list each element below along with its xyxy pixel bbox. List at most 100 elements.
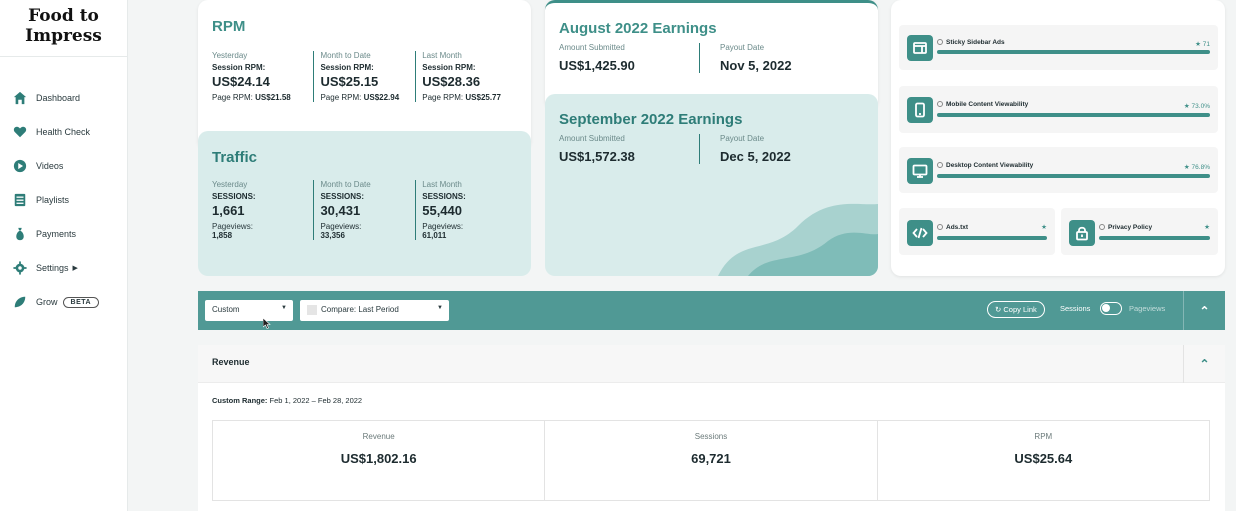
payout-date-label: Payout Date <box>720 43 765 52</box>
feature-name-label: Mobile Content Viewability <box>946 101 1029 108</box>
sub-label: Pageviews: <box>422 222 464 231</box>
rpm-card: RPM Yesterday Session RPM: US$24.14 Page… <box>198 0 531 150</box>
feature-ads-txt[interactable]: Ads.txt ★ <box>899 208 1055 255</box>
sub-value: US$22.94 <box>363 93 400 102</box>
amount-submitted: Amount Submitted US$1,425.90 <box>559 43 699 73</box>
brand-logo[interactable]: Food to Impress <box>0 0 127 57</box>
desktop-icon <box>907 158 933 184</box>
sidebar-item-health-check[interactable]: Health Check <box>0 115 127 149</box>
metric-value: 55,440 <box>422 203 462 218</box>
feature-sticky-sidebar-ads[interactable]: Sticky Sidebar Ads ★ 71 <box>899 25 1218 70</box>
period-label: Last Month <box>422 180 462 189</box>
metric-value: US$24.14 <box>212 74 270 89</box>
sessions-pageviews-toggle[interactable] <box>1100 302 1122 315</box>
feature-progress-bar <box>937 113 1210 117</box>
revenue-header[interactable]: Revenue ⌃ <box>198 345 1225 383</box>
caret-down-icon: ▼ <box>437 305 443 311</box>
traffic-columns: Yesterday SESSIONS: 1,661 Pageviews: 1,8… <box>212 180 517 240</box>
leaf-icon <box>12 294 28 310</box>
sidebar-item-playlists[interactable]: Playlists <box>0 183 127 217</box>
collapse-revenue-button[interactable]: ⌃ <box>1183 345 1225 383</box>
metric-value: US$25.64 <box>1014 451 1073 466</box>
decorative-wave <box>718 203 878 276</box>
custom-range-value: Feb 1, 2022 – Feb 28, 2022 <box>269 396 363 405</box>
feature-score: ★ 73.0% <box>1183 103 1210 110</box>
revenue-title: Revenue <box>212 357 250 367</box>
sub-value: 33,356 <box>320 231 345 240</box>
metric-label: Revenue <box>362 432 395 441</box>
play-icon <box>12 158 28 174</box>
amount-submitted: Amount Submitted US$1,572.38 <box>559 134 699 164</box>
feature-name-label: Ads.txt <box>946 224 969 231</box>
feature-privacy-policy[interactable]: Privacy Policy ★ <box>1061 208 1218 255</box>
metric-value: 30,431 <box>320 203 361 218</box>
sub-value: US$21.58 <box>255 93 291 102</box>
brand-line-1: Food to <box>28 6 99 26</box>
metric-revenue: Revenue US$1,802.16 <box>213 421 544 500</box>
gear-icon <box>12 260 28 276</box>
collapse-toolbar-button[interactable]: ⌃ <box>1183 291 1225 330</box>
sidebar-item-label: Grow <box>36 297 58 307</box>
september-earnings-card: September 2022 Earnings Amount Submitted… <box>545 94 878 276</box>
period-label: Month to Date <box>320 180 371 189</box>
rpm-title: RPM <box>212 18 246 35</box>
traffic-col-yesterday: Yesterday SESSIONS: 1,661 Pageviews: 1,8… <box>212 180 313 240</box>
sidebar-item-payments[interactable]: Payments <box>0 217 127 251</box>
period-label: Last Month <box>422 51 462 60</box>
compare-select[interactable]: Compare: Last Period ▼ <box>300 300 449 321</box>
chevron-up-icon: ⌃ <box>1199 303 1210 318</box>
traffic-col-month-to-date: Month to Date SESSIONS: 30,431 Pageviews… <box>313 180 415 240</box>
status-circle-icon <box>937 39 943 46</box>
brand-line-2: Impress <box>25 26 102 46</box>
rpm-col-month-to-date: Month to Date Session RPM: US$25.15 Page… <box>313 51 415 102</box>
chevron-right-icon: ▶ <box>72 265 78 272</box>
sidebar-item-label: Payments <box>36 229 77 239</box>
status-circle-icon <box>1099 224 1105 231</box>
august-earnings-card: August 2022 Earnings Amount Submitted US… <box>545 0 878 110</box>
sub-value: 1,858 <box>212 231 233 240</box>
feature-mobile-content-viewability[interactable]: Mobile Content Viewability ★ 73.0% <box>899 86 1218 133</box>
feature-desktop-content-viewability[interactable]: Desktop Content Viewability ★ 76.8% <box>899 147 1218 193</box>
sub-metric: Page RPM: US$22.94 <box>320 93 407 102</box>
sub-label: Pageviews: <box>320 222 362 231</box>
revenue-metrics: Revenue US$1,802.16 Sessions 69,721 RPM … <box>212 420 1210 501</box>
layout-icon <box>907 35 933 61</box>
link-icon: ↻ <box>995 305 1002 314</box>
money-bag-icon <box>12 226 28 242</box>
sidebar-item-videos[interactable]: Videos <box>0 149 127 183</box>
date-range-select[interactable]: Custom ▼ <box>205 300 293 321</box>
compare-value: Compare: Last Period <box>321 305 399 315</box>
status-circle-icon <box>937 224 943 231</box>
august-earnings-title: August 2022 Earnings <box>559 20 717 37</box>
sidebar-item-label: Playlists <box>36 195 70 205</box>
revenue-panel: Revenue ⌃ Custom Range: Feb 1, 2022 – Fe… <box>198 345 1225 511</box>
date-range-value: Custom <box>212 305 240 314</box>
metric-value: US$25.15 <box>320 74 379 89</box>
sidebar-item-dashboard[interactable]: Dashboard <box>0 81 127 115</box>
toggle-knob <box>1102 304 1110 312</box>
metric-rpm: RPM US$25.64 <box>876 421 1209 500</box>
sidebar-item-settings[interactable]: Settings ▶ <box>0 251 127 285</box>
feature-score: ★ <box>1204 224 1210 231</box>
feature-name: Desktop Content Viewability <box>937 162 1033 169</box>
payout-date-label: Payout Date <box>720 134 765 143</box>
sidebar: Food to Impress Dashboard Health Check V… <box>0 0 128 511</box>
metric-label: SESSIONS: <box>320 192 365 201</box>
payout-date: Payout Date Nov 5, 2022 <box>699 43 839 73</box>
sub-label: Pageviews: <box>212 222 253 231</box>
caret-down-icon: ▼ <box>281 305 287 311</box>
list-icon <box>12 192 28 208</box>
status-circle-icon <box>937 101 943 108</box>
sidebar-item-label: Videos <box>36 161 64 171</box>
code-icon <box>907 220 933 246</box>
feature-name: Sticky Sidebar Ads <box>937 39 1005 46</box>
custom-range-label: Custom Range: <box>212 396 268 405</box>
copy-link-button[interactable]: ↻ Copy Link <box>987 301 1045 318</box>
sub-value: US$25.77 <box>465 93 501 102</box>
metric-label: RPM <box>1034 432 1053 441</box>
feature-name-label: Sticky Sidebar Ads <box>946 39 1005 46</box>
sidebar-item-grow[interactable]: Grow BETA <box>0 285 127 319</box>
toggle-label-sessions: Sessions <box>1060 304 1091 313</box>
mobile-icon <box>907 97 933 123</box>
compare-checkbox[interactable] <box>307 305 317 315</box>
